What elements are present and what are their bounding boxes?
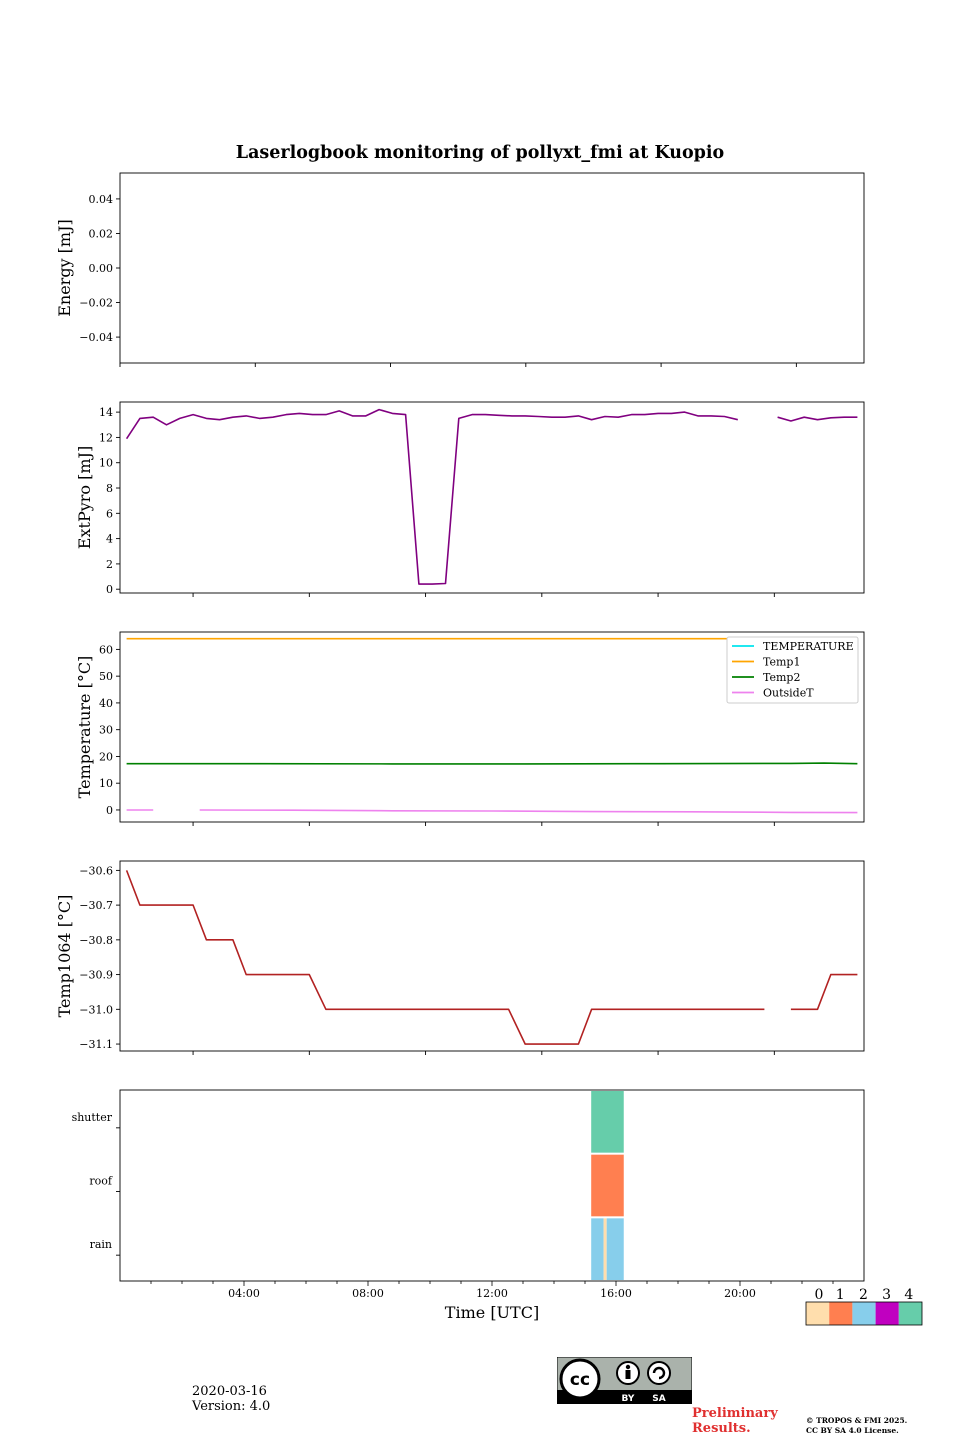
y-tick-label: −30.9 (79, 969, 113, 982)
y-tick-label: 14 (99, 406, 113, 419)
series-line-extpyro-0 (125, 408, 738, 585)
y-tick-label: 10 (99, 777, 113, 790)
row-label-shutter: shutter (72, 1111, 113, 1124)
colorbar-swatch (806, 1302, 830, 1325)
cc-by-person-body-icon (625, 1370, 631, 1379)
colorbar-swatch (875, 1302, 899, 1325)
y-tick-label: 8 (106, 482, 113, 495)
cc-sa-share-icon (647, 1361, 671, 1385)
series-line-extpyro-1 (777, 416, 858, 422)
status-cell-shutter (591, 1091, 624, 1153)
legend-label-temp2: Temp2 (763, 671, 800, 684)
colorbar-swatch (898, 1302, 922, 1325)
x-tick-label: 08:00 (352, 1287, 384, 1300)
cc-by-person-head-icon (625, 1364, 631, 1370)
y-tick-label: 0.00 (89, 262, 114, 275)
x-tick-label: 20:00 (724, 1287, 756, 1300)
axes-frame (119, 1089, 865, 1282)
copyright-line-1: © TROPOS & FMI 2025. (806, 1416, 908, 1425)
panel-energy: 0.04 0.02 0.00 −0.02 −0.04 Energy [mJ] (55, 172, 865, 367)
series-line-outsidet-1 (199, 809, 858, 814)
y-tick-label: 0 (106, 583, 113, 596)
colorbar-label: 4 (904, 1287, 913, 1303)
row-label-roof: roof (89, 1175, 113, 1188)
y-axis-label: Temperature [°C] (75, 656, 94, 799)
panel-temp1064: −30.6 −30.7 −30.8 −30.9 −31.0 −31.1 Temp1064 [… (55, 860, 865, 1055)
legend-label-outsidet: OutsideT (763, 687, 814, 700)
y-tick-label: 0.02 (89, 227, 114, 240)
colorbar-swatch (829, 1302, 853, 1325)
series-line-temp2-0 (126, 762, 858, 765)
y-axis-label: Temp1064 [°C] (55, 895, 74, 1018)
cc-logo-icon (559, 1358, 601, 1400)
footer-date: 2020-03-16 (192, 1384, 267, 1399)
y-axis-label: ExtPyro [mJ] (75, 446, 94, 549)
colorbar-label: 2 (859, 1287, 868, 1303)
cc-sa-arrow-icon (652, 1366, 666, 1380)
y-tick-label: −0.02 (79, 297, 113, 310)
y-tick-label: −0.04 (79, 331, 113, 344)
preliminary-results-note: Preliminary Results. (692, 1406, 778, 1436)
y-tick-label: 50 (99, 670, 113, 683)
copyright-note: © TROPOS & FMI 2025. CC BY SA 4.0 Licens… (806, 1416, 907, 1436)
x-axis-label: Time [UTC] (445, 1303, 539, 1322)
y-tick-label: 4 (106, 533, 113, 546)
footer-date-version: 2020-03-16 Version: 4.0 (192, 1384, 270, 1414)
y-tick-label: 20 (99, 750, 113, 763)
y-axis-label: Energy [mJ] (55, 219, 74, 317)
y-tick-label: 30 (99, 724, 113, 737)
status-cell-rain (591, 1218, 604, 1280)
y-tick-label: −31.0 (79, 1003, 113, 1016)
colorbar-label: 1 (836, 1287, 845, 1303)
chart-title: Laserlogbook monitoring of pollyxt_fmi a… (236, 143, 724, 163)
cc-logo-text: cc (570, 1370, 590, 1390)
x-tick-label: 16:00 (600, 1287, 632, 1300)
cc-sa-label: SA (652, 1394, 665, 1404)
x-tick-label: 12:00 (476, 1287, 508, 1300)
status-cell-rain (603, 1218, 607, 1280)
legend: TEMPERATURE Temp1 Temp2 OutsideT (726, 636, 859, 704)
axes-frame (119, 631, 865, 823)
y-tick-label: 0.04 (89, 193, 114, 206)
legend-box (726, 636, 859, 704)
y-tick-label: 0 (106, 804, 113, 817)
panel-extpyro: 0 2 4 6 8 10 12 14 ExtPyro [mJ] (75, 401, 865, 597)
y-tick-label: 40 (99, 697, 113, 710)
y-tick-label: −30.8 (79, 934, 113, 947)
y-tick-label: −30.7 (79, 899, 113, 912)
legend-label-temp1: Temp1 (763, 656, 800, 669)
y-tick-label: 12 (99, 431, 113, 444)
colorbar-swatch (852, 1302, 876, 1325)
panel-status: rain roof shutter 04:00 08:00 12:00 16:00 20:00… (72, 1089, 923, 1326)
y-tick-label: −31.1 (79, 1038, 113, 1051)
colorbar-label: 0 (815, 1287, 824, 1303)
footer-version: Version: 4.0 (192, 1399, 271, 1414)
colorbar-label: 3 (882, 1287, 891, 1303)
row-label-rain: rain (90, 1238, 112, 1251)
axes-frame (119, 860, 865, 1052)
axes-frame (119, 172, 865, 364)
status-cell-roof (591, 1154, 624, 1217)
axes-frame (119, 401, 865, 594)
series-line-temp1064-0 (125, 870, 765, 1045)
cc-by-label: BY (622, 1394, 635, 1404)
panel-temperature: 0 10 20 30 40 50 60 Temperature [°C] TEMPERATURE… (75, 631, 865, 826)
y-tick-label: 6 (106, 507, 113, 520)
series-line-temp1064-1 (790, 973, 858, 1011)
y-tick-label: 2 (106, 558, 113, 571)
copyright-line-2: CC BY SA 4.0 License. (806, 1426, 899, 1435)
colorbar-frame (805, 1301, 923, 1326)
cc-by-sa-badge[interactable]: cc BY SA (557, 1357, 692, 1404)
y-tick-label: 60 (99, 643, 113, 656)
legend-label-temperature: TEMPERATURE (763, 640, 854, 653)
y-tick-label: −30.6 (79, 864, 113, 877)
status-cell-rain (606, 1218, 624, 1280)
x-tick-label: 04:00 (228, 1287, 260, 1300)
y-tick-label: 10 (99, 457, 113, 470)
